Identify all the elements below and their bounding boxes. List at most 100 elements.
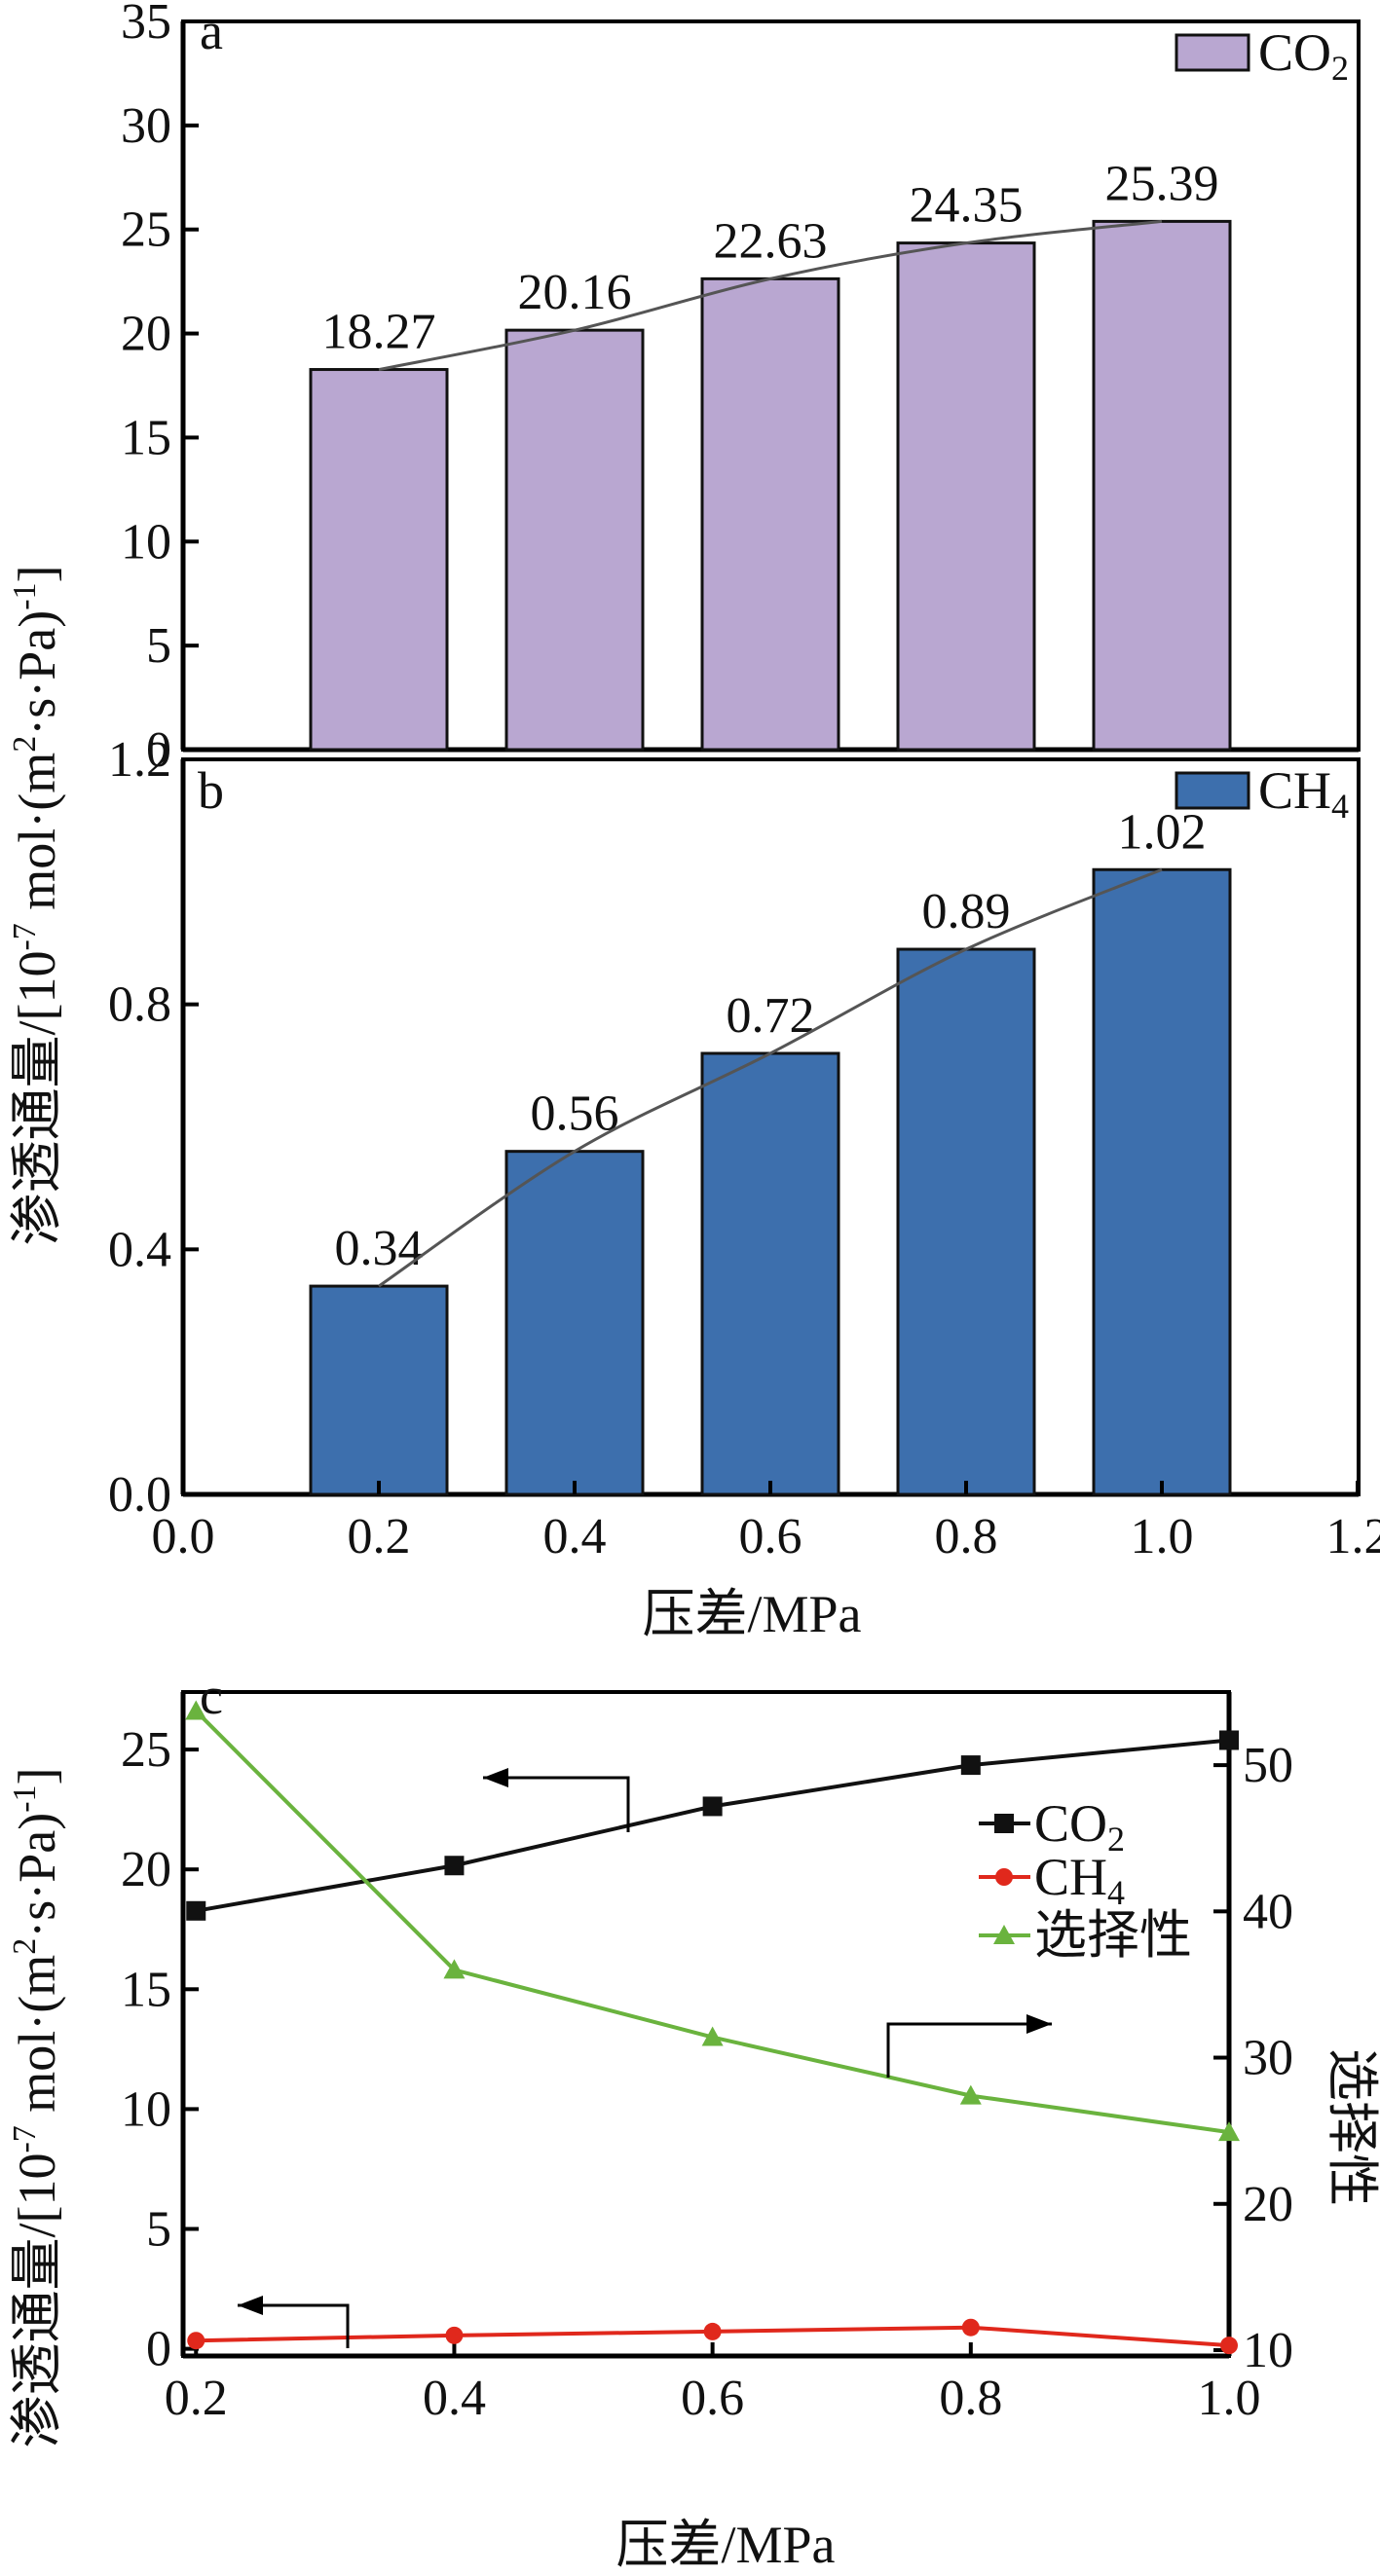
c-x-tick-label: 0.4: [423, 2371, 486, 2426]
c-arrow-co2-left-axis-shaft: [483, 1776, 630, 1832]
y-axis-title-c-left: 渗透通量/[10-7 mol·(m2·s·Pa)-1]: [7, 1767, 66, 2447]
c-series-marker-2: [443, 1959, 466, 1979]
a-data-label: 24.35: [910, 178, 1024, 234]
y-axis-title-ab-text: 渗透通量/[10-7 mol·(m2·s·Pa)-1]: [7, 565, 66, 1245]
c-left-tick-label: 15: [121, 1962, 171, 2017]
c-series-marker-2: [701, 2026, 724, 2046]
c-series-marker-1: [703, 2322, 722, 2340]
b-bar: [896, 947, 1036, 1496]
c-left-tick-label: 25: [121, 1722, 171, 1778]
a-bar: [504, 328, 645, 752]
y-axis-title-c-right: 选择性: [1323, 2048, 1380, 2206]
b-x-tick-label: 0.6: [739, 1509, 802, 1564]
a-data-label: 18.27: [322, 305, 436, 360]
c-arrow-selectivity-right-axis-shaft: [886, 2022, 1052, 2078]
c-right-tick-label: 40: [1243, 1884, 1293, 1939]
a-data-label: 20.16: [518, 265, 632, 320]
a-legend-swatch: [1175, 33, 1250, 72]
c-right-tick-label: 30: [1243, 2031, 1293, 2086]
b-legend-swatch: [1175, 771, 1250, 810]
b-bar: [504, 1150, 645, 1496]
a-y-tick-label: 0: [146, 722, 171, 778]
c-frame: [181, 1690, 1231, 2358]
y-axis-title-c-right-text: 选择性: [1323, 2048, 1380, 2206]
b-x-tick-label: 1.2: [1326, 1509, 1380, 1564]
panel-letter-c: c: [200, 1667, 223, 1725]
a-data-label: 22.63: [714, 213, 828, 269]
b-x-tick-label: 0.0: [152, 1509, 215, 1564]
c-series-marker-1: [961, 2318, 980, 2337]
a-y-tick-label: 15: [121, 410, 171, 465]
b-x-tick-label: 0.4: [543, 1509, 607, 1564]
b-x-tick-label: 0.8: [935, 1509, 998, 1564]
c-legend-label-2: 选择性: [1034, 1906, 1192, 1965]
c-left-tick-label: 5: [146, 2202, 171, 2258]
a-y-tick-label: 30: [121, 98, 171, 154]
b-legend: CH4: [1175, 761, 1349, 826]
c-series-marker-1: [187, 2332, 205, 2350]
b-bar: [1092, 867, 1232, 1496]
y-axis-title-ab: 渗透通量/[10-7 mol·(m2·s·Pa)-1]: [7, 565, 66, 1245]
a-y-tick-label: 20: [121, 307, 171, 362]
b-data-label: 0.56: [531, 1086, 619, 1142]
a-y-tick-label: 5: [146, 618, 171, 674]
c-legend-label-0: CO2: [1034, 1794, 1125, 1858]
a-bar: [896, 241, 1036, 752]
c-x-tick-label: 0.8: [939, 2371, 1002, 2426]
b-x-tick-label: 1.0: [1131, 1509, 1194, 1564]
c-x-tick-label: 1.0: [1198, 2371, 1261, 2426]
a-data-label: 25.39: [1105, 156, 1219, 211]
b-data-label: 1.02: [1118, 804, 1207, 860]
b-y-tick-label: 0.8: [108, 977, 171, 1033]
a-bar: [309, 368, 449, 752]
b-data-label: 0.72: [727, 988, 815, 1044]
c-right-tick-label: 20: [1243, 2177, 1293, 2232]
b-trend-line: [378, 867, 1163, 1288]
c-series-marker-0: [1219, 1730, 1239, 1750]
x-axis-title-c: 压差/MPa: [615, 2516, 835, 2574]
c-left-tick-label: 0: [146, 2322, 171, 2377]
x-axis-title-b: 压差/MPa: [642, 1585, 861, 1643]
b-legend-label: CH4: [1258, 761, 1349, 826]
c-series-marker-2: [185, 1700, 207, 1720]
c-arrow-selectivity-right-axis-head: [1026, 2014, 1052, 2034]
panel-a-co2-bar-chart: 0 5 10 15 20 25 30 35 18.27 20.16 22.63 24.35 25.39 C…: [121, 0, 1361, 778]
c-series-marker-1: [1220, 2337, 1238, 2355]
b-bar: [309, 1284, 449, 1496]
a-y-tick-label: 25: [121, 202, 171, 258]
b-data-label: 0.34: [335, 1221, 424, 1276]
a-bar: [700, 276, 840, 752]
c-arrow-ch4-left-axis-shaft: [238, 2303, 350, 2348]
c-series-marker-0: [186, 1900, 206, 1921]
c-left-tick-label: 20: [121, 1842, 171, 1897]
a-y-tick-label: 35: [121, 0, 171, 50]
c-x-tick-label: 0.6: [681, 2371, 744, 2426]
c-legend-marker-2: [993, 1925, 1015, 1944]
c-series-marker-0: [960, 1755, 981, 1776]
b-bar: [700, 1051, 840, 1496]
c-right-tick-label: 50: [1243, 1738, 1293, 1793]
a-trend-line: [378, 219, 1163, 372]
panel-b-ch4-bar-chart: 0.0 0.4 0.8 1.2 0.34 0.56 0.72 0.89 1.02 0.0 0.2 0.…: [108, 732, 1380, 1564]
a-y-tick-label: 10: [121, 514, 171, 570]
c-legend-label-1: CH4: [1034, 1848, 1125, 1912]
b-y-tick-label: 0.0: [108, 1467, 171, 1523]
c-arrow-co2-left-axis-head: [483, 1768, 508, 1787]
c-series-marker-0: [702, 1796, 723, 1817]
b-x-tick-label: 0.2: [348, 1509, 411, 1564]
c-x-tick-label: 0.2: [165, 2371, 228, 2426]
panel-c-line-chart: c 0 5 10 15 20 25 10 20 30 40 50 0.2 0.4 0.6 0.8 1.0 CO2C…: [121, 1667, 1293, 2426]
c-right-tick-label: 10: [1243, 2323, 1293, 2378]
b-y-tick-label: 1.2: [108, 732, 171, 788]
c-legend-marker-0: [994, 1814, 1014, 1833]
c-series-marker-2: [1218, 2121, 1240, 2142]
panel-letter-b: b: [198, 761, 224, 820]
c-series-marker-2: [959, 2084, 982, 2105]
b-y-tick-label: 0.4: [108, 1222, 171, 1277]
panel-letter-a: a: [200, 2, 223, 60]
a-legend: CO2: [1175, 23, 1349, 88]
a-legend-label: CO2: [1258, 23, 1349, 88]
a-bar: [1092, 219, 1232, 752]
c-left-tick-label: 10: [121, 2081, 171, 2137]
